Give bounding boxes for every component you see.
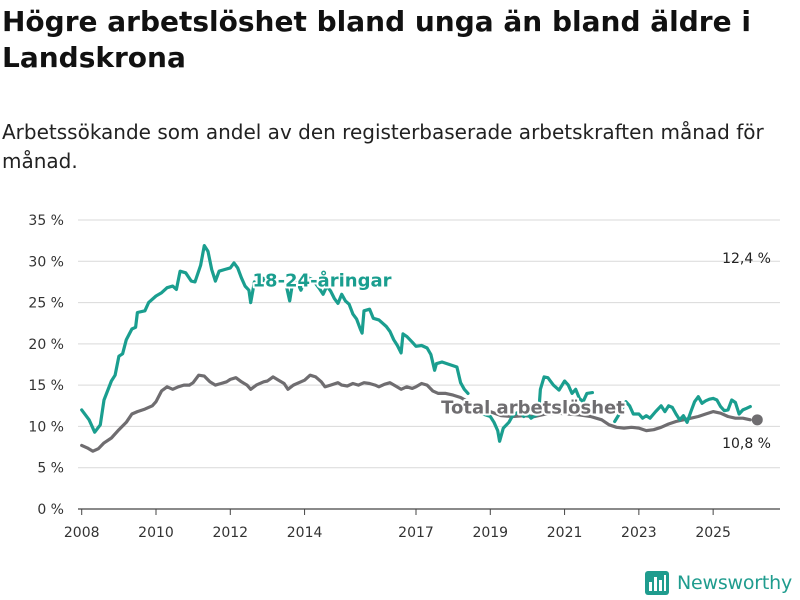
y-tick-label: 5 %: [37, 461, 64, 477]
y-tick-label: 25 %: [28, 296, 64, 312]
page-subtitle: Arbetssökande som andel av den registerb…: [2, 120, 764, 173]
x-tick-label: 2012: [212, 525, 248, 540]
total-end-marker: [751, 414, 763, 426]
youth-series-label: 18-24-åringar: [253, 269, 392, 291]
x-tick-label: 2025: [695, 525, 731, 540]
y-tick-label: 35 %: [28, 213, 64, 229]
youth-end-marker: [255, 276, 267, 288]
total-series-line: [80, 373, 752, 453]
x-tick-label: 2023: [621, 525, 657, 540]
grid-lines: [78, 219, 780, 510]
total-end-value-label: 10,8 %: [722, 436, 771, 452]
x-tick-label: 2017: [398, 525, 434, 540]
y-tick-label: 20 %: [28, 337, 64, 353]
x-tick-label: 2008: [64, 525, 100, 540]
total-series-label: Total arbetslöshet: [441, 398, 625, 419]
youth-series-line: [284, 276, 470, 395]
x-tick-label: 2014: [287, 525, 323, 540]
x-tick-label: 2019: [472, 525, 508, 540]
x-tick-label: 2021: [547, 525, 583, 540]
y-tick-label: 15 %: [28, 378, 64, 394]
newsworthy-logo-icon: [645, 571, 669, 595]
youth-series-line: [613, 395, 752, 424]
youth-series-line: [481, 375, 594, 443]
y-tick-label: 10 %: [28, 419, 64, 435]
youth-end-value-label: 12,4 %: [722, 251, 771, 267]
line-chart: 0 % 5 % 10 % 15 % 20 % 25 % 30 % 35 % 2008 2010 20…: [28, 213, 780, 540]
series-labels: 12,4 % 10,8 % 18-24-åringar Total arbetslös…: [251, 251, 771, 452]
brand-name: Newsworthy: [677, 572, 793, 594]
brand-logo: Newsworthy: [644, 568, 792, 598]
axes: 0 % 5 % 10 % 15 % 20 % 25 % 30 % 35 % 2008 2010 20…: [28, 213, 731, 540]
x-tick-label: 2010: [138, 525, 174, 540]
y-tick-label: 30 %: [28, 254, 64, 270]
page-title: Högre arbetslöshet bland unga än bland ä…: [2, 5, 751, 74]
y-tick-label: 0 %: [37, 502, 64, 518]
youth-series-line: [80, 244, 256, 434]
series-lines: [80, 244, 752, 453]
